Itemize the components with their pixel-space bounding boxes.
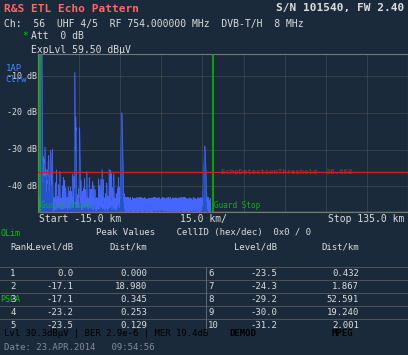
Text: DEMOD: DEMOD [229,328,256,338]
Text: S/N 101540, FW 2.40: S/N 101540, FW 2.40 [276,4,404,13]
Text: 19.240: 19.240 [327,308,359,317]
Text: Dist/km: Dist/km [322,242,359,251]
Text: Att  0 dB: Att 0 dB [31,31,84,41]
Text: -17.1: -17.1 [47,295,73,304]
Text: Stop 135.0 km: Stop 135.0 km [328,214,404,224]
Text: Rank: Rank [10,242,32,251]
Text: EchoDetectionThreshold -36.068: EchoDetectionThreshold -36.068 [221,169,352,175]
Text: Guard Stop: Guard Stop [214,201,261,210]
Text: 0.0: 0.0 [57,269,73,278]
Text: ExpLvl 59.50 dBµV: ExpLvl 59.50 dBµV [31,45,131,55]
Text: -23.2: -23.2 [47,308,73,317]
Text: -20 dB: -20 dB [7,108,37,117]
Text: 1: 1 [10,269,16,278]
Text: 3: 3 [10,295,16,304]
Text: Dist/km: Dist/km [109,242,147,251]
Text: 0.253: 0.253 [120,308,147,317]
Text: -30.0: -30.0 [251,308,277,317]
Text: -10 dB: -10 dB [7,72,37,81]
Text: -30 dB: -30 dB [7,145,37,154]
Text: Level/dB: Level/dB [235,242,277,251]
Text: 5: 5 [10,321,16,330]
Text: Date: 23.APR.2014   09:54:56: Date: 23.APR.2014 09:54:56 [4,343,155,352]
Text: -29.2: -29.2 [251,295,277,304]
Text: Level/dB: Level/dB [31,242,73,251]
Text: 8: 8 [208,295,213,304]
Text: PSPA: PSPA [0,295,20,304]
Text: 1AP: 1AP [6,64,22,73]
Text: -17.1: -17.1 [47,282,73,291]
Text: 0.000: 0.000 [120,269,147,278]
Text: OLim: OLim [0,229,20,237]
Text: Guard Start: Guard Start [41,201,92,210]
Text: Clrw: Clrw [6,75,27,84]
Text: 15.0 km/: 15.0 km/ [180,214,228,224]
Text: -23.5: -23.5 [251,269,277,278]
Text: 9: 9 [208,308,213,317]
Text: MPEG: MPEG [332,328,353,338]
Text: -24.3: -24.3 [251,282,277,291]
Text: R&S ETL Echo Pattern: R&S ETL Echo Pattern [4,4,139,13]
Text: 0.345: 0.345 [120,295,147,304]
Text: -31.2: -31.2 [251,321,277,330]
Text: -40 dB: -40 dB [7,182,37,191]
Text: Lvl 30.3dBµV | BER 2.9e-6 | MER 19.4dB: Lvl 30.3dBµV | BER 2.9e-6 | MER 19.4dB [4,328,208,338]
Text: 0.129: 0.129 [120,321,147,330]
Text: 1.867: 1.867 [332,282,359,291]
Text: Start -15.0 km: Start -15.0 km [39,214,121,224]
Text: 2: 2 [10,282,16,291]
Text: Peak Values    CellID (hex/dec)  0x0 / 0: Peak Values CellID (hex/dec) 0x0 / 0 [97,229,311,237]
Text: 10: 10 [208,321,219,330]
Text: 52.591: 52.591 [327,295,359,304]
Text: 4: 4 [10,308,16,317]
Text: *: * [22,31,28,41]
Text: 18.980: 18.980 [115,282,147,291]
Text: 0.432: 0.432 [332,269,359,278]
Text: 6: 6 [208,269,213,278]
Text: Ch:  56  UHF 4/5  RF 754.000000 MHz  DVB-T/H  8 MHz: Ch: 56 UHF 4/5 RF 754.000000 MHz DVB-T/H… [4,18,304,28]
Text: -23.5: -23.5 [47,321,73,330]
Text: 2.001: 2.001 [332,321,359,330]
Text: 7: 7 [208,282,213,291]
